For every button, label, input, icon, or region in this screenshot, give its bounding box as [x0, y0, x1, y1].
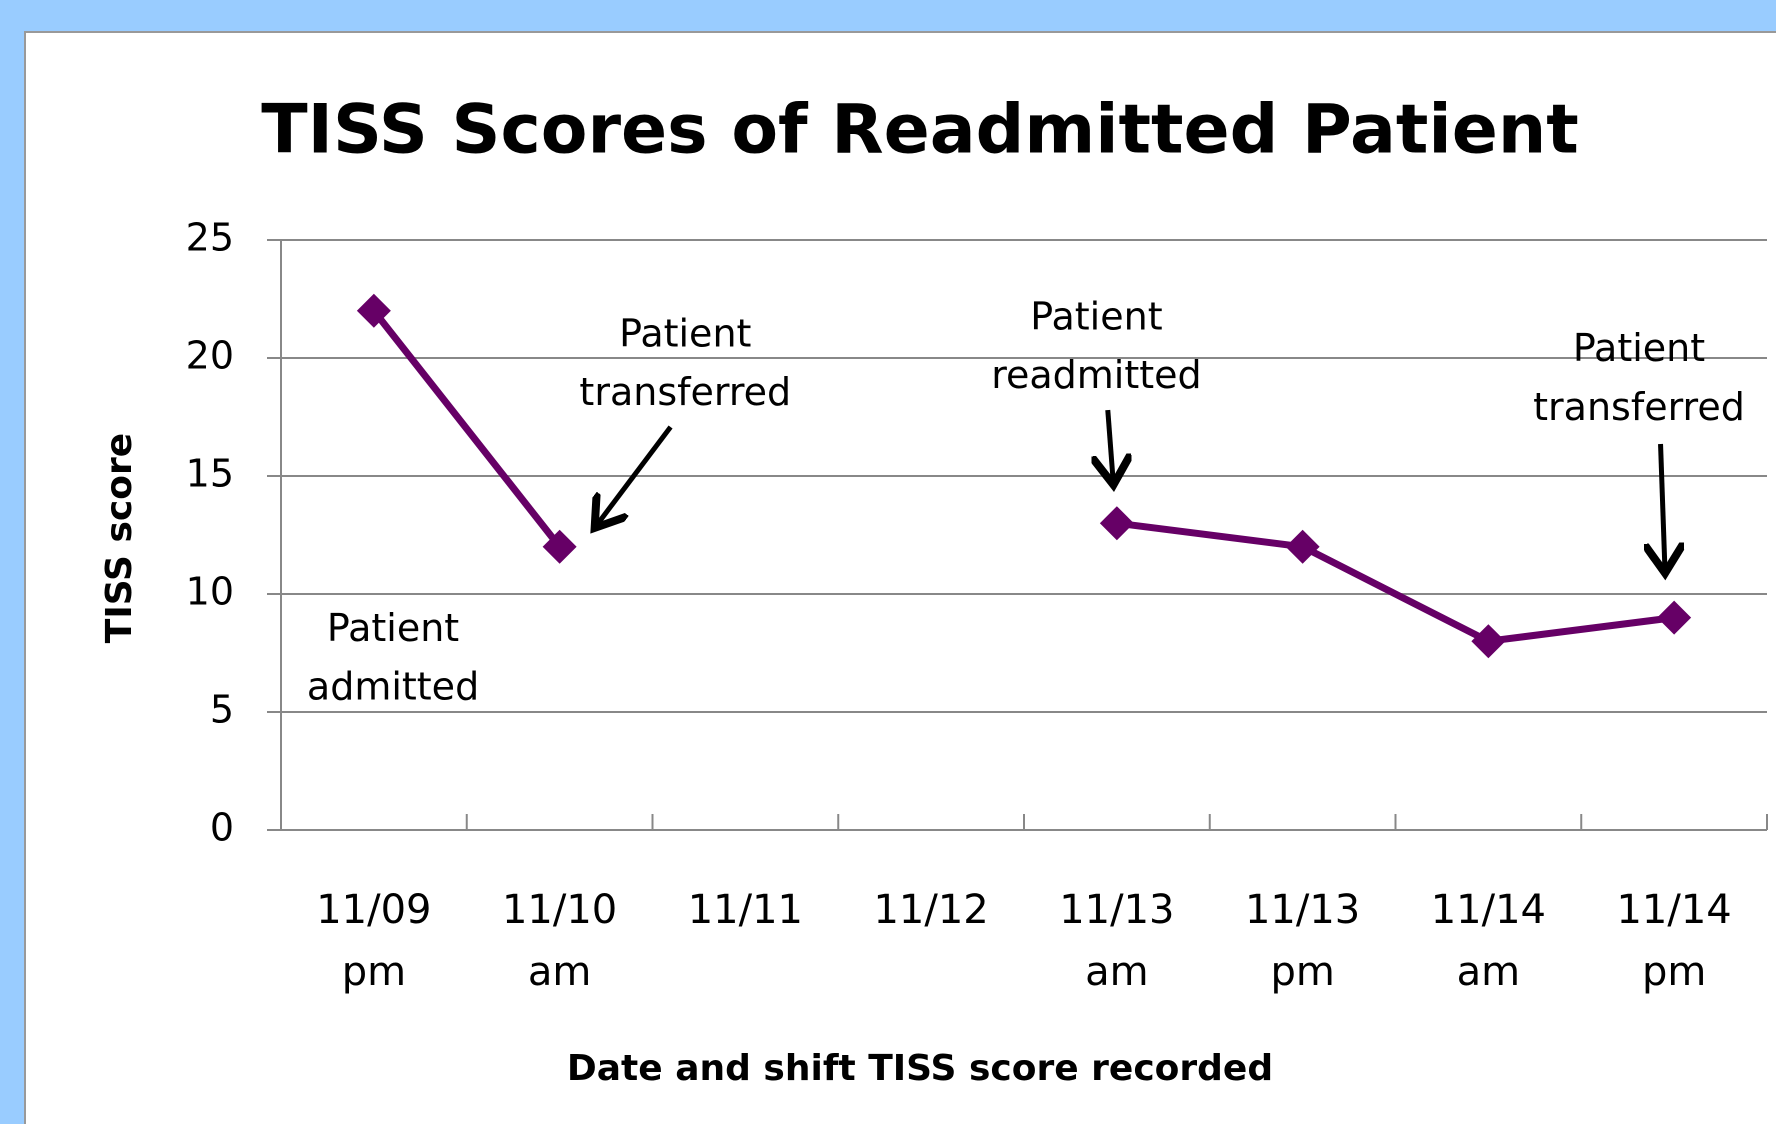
marker: [542, 529, 577, 564]
marker: [1285, 529, 1320, 564]
annotation: Patient admitted: [307, 605, 479, 708]
x-tick-label: 11/13 am: [1059, 887, 1174, 995]
y-axis-label: TISS score: [99, 433, 140, 643]
x-tick-label: 11/14 am: [1431, 887, 1546, 995]
chart-title: TISS Scores of Readmitted Patient: [261, 91, 1578, 170]
y-tick-label: 0: [210, 806, 234, 850]
marker: [1099, 506, 1134, 541]
series-line: [371, 308, 563, 549]
annotation-arrow: [1661, 443, 1666, 573]
annotation: Patient readmitted: [991, 294, 1201, 397]
annotation-arrow: [1108, 409, 1114, 485]
annotation: Patient transferred: [579, 311, 791, 414]
y-tick-label: 25: [186, 216, 234, 260]
x-tick-label: 11/14 pm: [1616, 887, 1731, 995]
chart-panel: [24, 31, 1776, 1124]
y-tick-label: 5: [210, 688, 234, 732]
x-tick-label: 11/12: [873, 887, 988, 933]
x-tick-label: 11/09 pm: [316, 887, 431, 995]
marker: [356, 293, 391, 328]
x-tick-label: 11/13 pm: [1245, 887, 1360, 995]
annotation-arrow: [595, 425, 673, 528]
x-axis-label: Date and shift TISS score recorded: [567, 1048, 1273, 1089]
x-tick-label: 11/11: [688, 887, 803, 933]
y-tick-label: 15: [186, 452, 234, 496]
marker: [1471, 624, 1506, 659]
annotation: Patient transferred: [1533, 326, 1745, 429]
y-tick-label: 10: [186, 570, 234, 614]
series-line: [1116, 519, 1675, 645]
marker: [1657, 600, 1692, 635]
x-tick-label: 11/10 am: [502, 887, 617, 995]
y-tick-label: 20: [186, 334, 234, 378]
